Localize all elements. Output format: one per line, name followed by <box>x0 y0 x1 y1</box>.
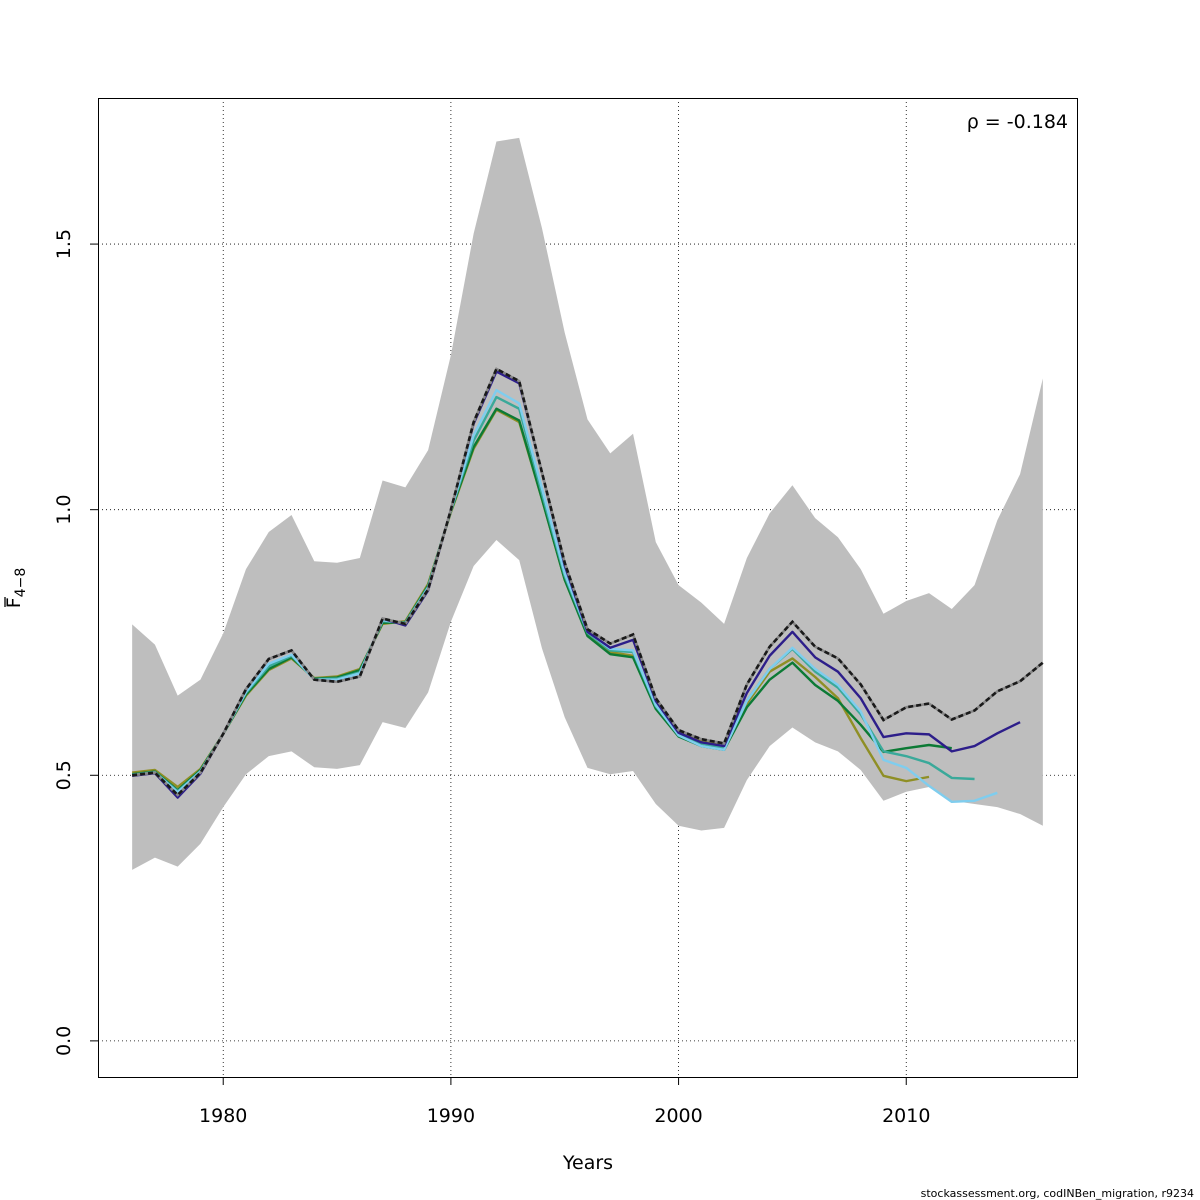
series-lines <box>132 367 1044 804</box>
confidence-band-group <box>132 137 1043 870</box>
footer-text: stockassessment.org, codINBen_migration,… <box>921 1187 1194 1200</box>
x-tick-label: 1980 <box>199 1105 247 1127</box>
x-axis-label: Years <box>562 1152 613 1174</box>
x-axis: 1980 1990 2000 2010 <box>199 1077 930 1127</box>
y-tick-label: 0.0 <box>53 1026 75 1056</box>
y-axis-label: F4−8 <box>3 568 29 608</box>
y-label-sub: 4−8 <box>13 568 29 598</box>
y-tick-label: 1.0 <box>53 495 75 525</box>
series-line-base <box>132 367 1044 797</box>
confidence-band <box>132 137 1043 870</box>
x-tick-label: 1990 <box>427 1105 475 1127</box>
series-line-peel-2 <box>132 388 998 804</box>
series-line-peel-4 <box>132 407 952 792</box>
y-axis: 0.0 0.5 1.0 1.5 <box>53 229 98 1056</box>
rho-annotation: ρ = -0.184 <box>967 111 1068 133</box>
plot-frame <box>98 98 1078 1078</box>
svg-text:F4−8: F4−8 <box>3 568 29 608</box>
y-tick-label: 0.5 <box>53 760 75 790</box>
y-tick-label: 1.5 <box>53 229 75 259</box>
x-tick-label: 2010 <box>882 1105 930 1127</box>
x-tick-label: 2000 <box>654 1105 702 1127</box>
y-label-main: F <box>3 597 25 608</box>
